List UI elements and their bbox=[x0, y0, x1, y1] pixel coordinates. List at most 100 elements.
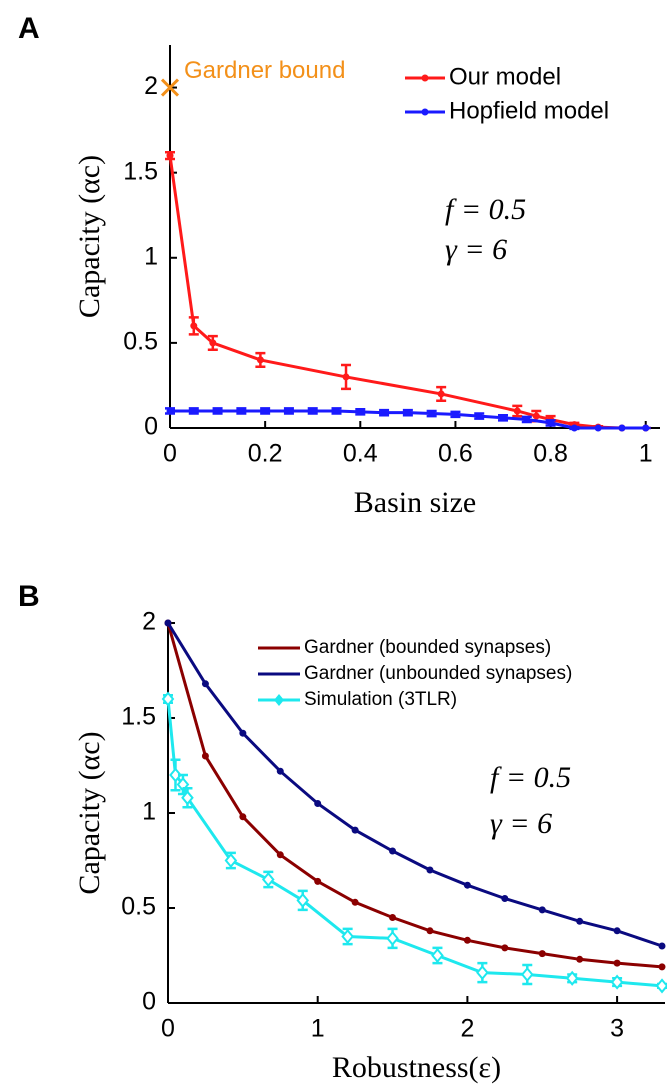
marker bbox=[618, 424, 626, 432]
marker bbox=[351, 826, 359, 834]
marker bbox=[351, 898, 359, 906]
annotation: f = 0.5 bbox=[445, 193, 526, 226]
y-axis-label: Capacity (αc) bbox=[73, 155, 106, 318]
marker bbox=[342, 373, 350, 381]
x-tick-label: 3 bbox=[610, 1015, 624, 1043]
marker bbox=[463, 936, 471, 944]
y-tick-label: 0 bbox=[144, 413, 158, 441]
marker bbox=[499, 414, 507, 422]
y-tick-label: 1 bbox=[144, 242, 158, 270]
annotation: f = 0.5 bbox=[490, 761, 571, 794]
marker bbox=[576, 955, 584, 963]
marker bbox=[201, 752, 209, 760]
x-tick-label: 0.8 bbox=[533, 440, 568, 468]
legend-label: Our model bbox=[449, 63, 561, 90]
x-tick-label: 0 bbox=[161, 1015, 175, 1043]
series-line bbox=[168, 155, 646, 430]
marker bbox=[431, 947, 444, 964]
y-tick-label: 2 bbox=[144, 72, 158, 100]
legend-marker bbox=[274, 694, 284, 706]
marker bbox=[341, 928, 354, 945]
marker bbox=[314, 800, 322, 807]
marker bbox=[209, 339, 217, 347]
legend-label: Hopfield model bbox=[449, 97, 609, 124]
legend-label: Gardner (bounded synapses) bbox=[304, 637, 551, 658]
y-tick-label: 1.5 bbox=[123, 157, 158, 185]
x-tick-label: 0.2 bbox=[248, 440, 283, 468]
annotation: γ = 6 bbox=[445, 233, 507, 266]
y-axis-label: Capacity (αc) bbox=[73, 731, 106, 894]
marker bbox=[161, 691, 175, 707]
marker bbox=[613, 927, 621, 935]
marker bbox=[476, 965, 489, 981]
marker bbox=[547, 419, 555, 427]
x-tick-label: 1 bbox=[639, 440, 653, 468]
marker bbox=[261, 407, 269, 415]
marker bbox=[166, 407, 174, 415]
marker bbox=[386, 930, 399, 946]
marker bbox=[426, 866, 434, 874]
gardner-bound-marker bbox=[160, 78, 180, 97]
marker bbox=[451, 410, 459, 418]
y-tick-label: 0 bbox=[142, 988, 156, 1016]
marker bbox=[285, 407, 293, 415]
marker bbox=[239, 729, 247, 737]
marker bbox=[594, 424, 602, 432]
marker bbox=[201, 680, 209, 688]
x-tick-label: 0 bbox=[163, 440, 177, 468]
marker bbox=[658, 942, 666, 950]
marker bbox=[538, 906, 546, 914]
series-line bbox=[166, 622, 663, 969]
marker bbox=[655, 978, 667, 994]
marker bbox=[475, 412, 483, 420]
marker bbox=[214, 407, 222, 415]
y-tick-label: 2 bbox=[142, 608, 156, 636]
marker bbox=[463, 881, 471, 889]
x-tick-label: 0.6 bbox=[438, 440, 473, 468]
x-tick-label: 1 bbox=[311, 1015, 325, 1043]
marker bbox=[356, 408, 364, 416]
legend-marker bbox=[421, 108, 429, 116]
marker bbox=[239, 813, 247, 821]
series-line bbox=[166, 622, 663, 948]
annotation: γ = 6 bbox=[490, 807, 552, 840]
panel-label: A bbox=[18, 12, 40, 45]
marker bbox=[437, 390, 445, 398]
marker bbox=[570, 424, 578, 432]
marker bbox=[428, 410, 436, 418]
panel-label: B bbox=[18, 580, 40, 613]
marker bbox=[565, 970, 579, 986]
marker bbox=[333, 407, 341, 415]
marker bbox=[276, 767, 284, 775]
marker bbox=[404, 409, 412, 417]
gardner-bound-label: Gardner bound bbox=[184, 57, 345, 84]
marker bbox=[296, 892, 310, 908]
marker bbox=[314, 877, 322, 885]
marker bbox=[380, 409, 388, 417]
marker bbox=[501, 895, 509, 902]
x-tick-label: 0.4 bbox=[343, 440, 378, 468]
marker bbox=[309, 407, 317, 415]
series-line bbox=[166, 698, 663, 988]
marker bbox=[256, 356, 264, 364]
marker bbox=[276, 851, 284, 859]
legend-label: Gardner (unbounded synapses) bbox=[304, 663, 572, 684]
marker bbox=[513, 407, 521, 415]
marker bbox=[642, 424, 650, 432]
marker bbox=[176, 776, 190, 793]
marker bbox=[523, 415, 531, 423]
marker bbox=[610, 974, 624, 990]
marker bbox=[164, 619, 172, 627]
y-tick-label: 0.5 bbox=[121, 893, 156, 921]
legend-label: Simulation (3TLR) bbox=[304, 689, 457, 710]
marker bbox=[538, 950, 546, 958]
x-tick-label: 2 bbox=[460, 1015, 474, 1043]
marker bbox=[532, 412, 540, 420]
marker bbox=[389, 914, 397, 921]
y-tick-label: 1 bbox=[142, 798, 156, 826]
x-axis-label: Basin size bbox=[354, 486, 476, 519]
x-axis-label: Robustness(ε) bbox=[332, 1051, 501, 1084]
marker bbox=[190, 407, 198, 415]
